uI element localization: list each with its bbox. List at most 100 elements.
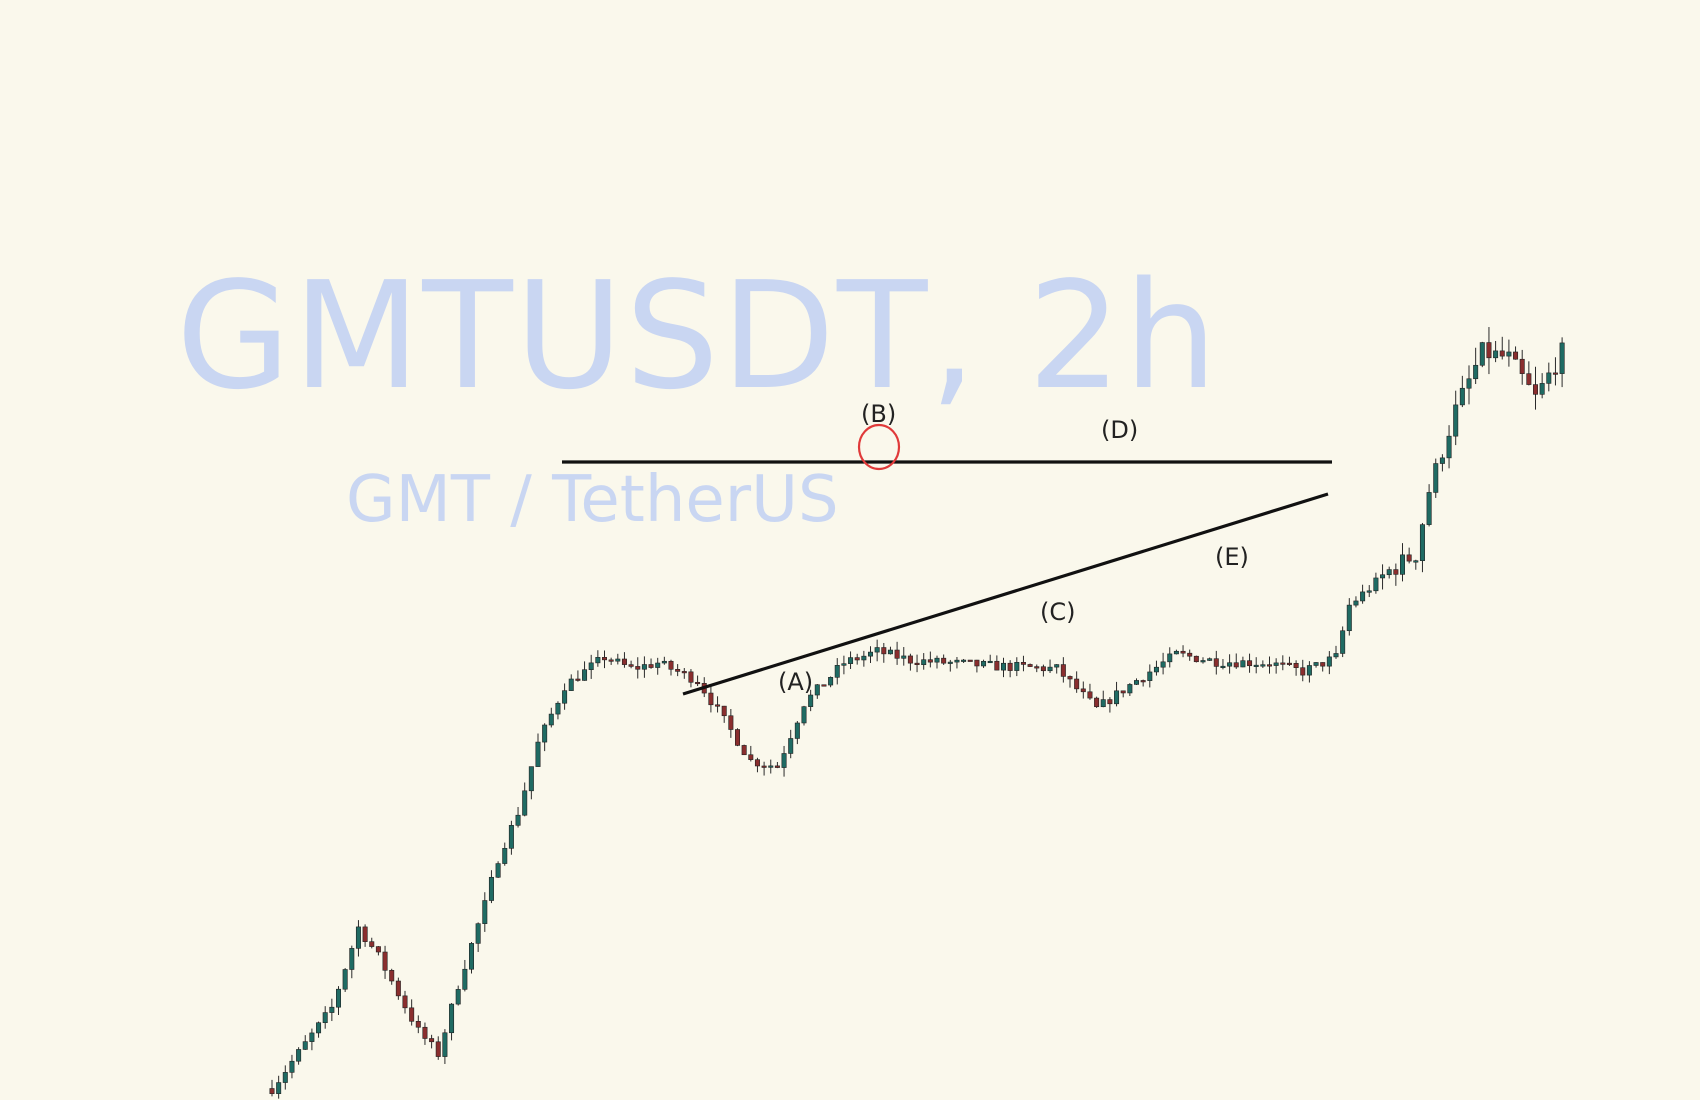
candle-body [655, 662, 661, 668]
candle-body [1054, 664, 1060, 668]
candle-body [429, 1038, 435, 1043]
candle-body [808, 694, 814, 707]
candle-body [322, 1012, 328, 1024]
wave-label-a: (A) [778, 668, 813, 696]
candle-body [1014, 662, 1020, 671]
candle-body [608, 659, 614, 662]
candle-body [1413, 560, 1419, 563]
candle-body [462, 968, 468, 990]
candle-body [1153, 666, 1159, 673]
candle-body [1453, 404, 1459, 437]
candle-body [435, 1041, 441, 1057]
candle-body [635, 666, 641, 670]
candle-body [329, 1006, 335, 1013]
candle-body [582, 669, 588, 681]
candle-body [316, 1022, 322, 1034]
candle-body [442, 1032, 448, 1057]
candle-body [794, 722, 800, 739]
candle-body [661, 660, 667, 664]
candle-body [1253, 664, 1259, 667]
candle-body [1439, 457, 1445, 464]
candle-body [335, 988, 341, 1008]
candle-body [1433, 463, 1439, 493]
candle-body [601, 657, 607, 661]
candle-body [715, 704, 721, 707]
candle-body [449, 1003, 455, 1034]
candle-body [1426, 492, 1432, 525]
candle-body [1320, 662, 1326, 667]
candle-body [1080, 688, 1086, 693]
candle-body [1293, 663, 1299, 669]
candle-body [375, 946, 381, 953]
candle-body [954, 659, 960, 663]
candle-body [688, 671, 694, 683]
candle-body [861, 655, 867, 661]
candle-body [562, 690, 568, 704]
candle-body [1173, 650, 1179, 655]
candle-body [1000, 662, 1006, 671]
candle-body [1386, 569, 1392, 576]
candle-body [382, 951, 388, 971]
candle-body [1506, 351, 1512, 357]
candle-body [1519, 358, 1525, 374]
candle-body [668, 660, 674, 670]
triangle-support-line[interactable] [682, 492, 1329, 696]
candle-body [1034, 666, 1040, 669]
candle-body [535, 741, 541, 767]
candle-body [395, 980, 401, 997]
candle-body [874, 647, 880, 653]
candle-body [1280, 662, 1286, 665]
candle-body [595, 657, 601, 664]
candle-body [1380, 574, 1386, 579]
candle-body [488, 876, 494, 901]
candle-body [961, 659, 967, 662]
candle-body [921, 659, 927, 666]
candles [269, 327, 1565, 1099]
candle-body [1247, 660, 1253, 667]
candle-body [1220, 665, 1226, 669]
candle-body [1546, 372, 1552, 384]
candle-body [801, 706, 807, 724]
candle-body [695, 681, 701, 685]
candle-body [641, 664, 647, 670]
candle-body [894, 649, 900, 659]
candle-body [1207, 658, 1213, 661]
candle-body [1486, 342, 1492, 359]
candle-body [1047, 666, 1053, 672]
candle-body [621, 658, 627, 665]
candle-body [1074, 678, 1080, 690]
candle-body [1479, 342, 1485, 366]
candle-body [1419, 524, 1425, 561]
candle-body [1326, 656, 1332, 667]
candle-body [1180, 650, 1186, 654]
candle-body [1107, 699, 1113, 705]
wave-label-c: (C) [1040, 598, 1075, 626]
candle-body [1526, 373, 1532, 385]
candle-body [914, 662, 920, 666]
candle-body [1040, 666, 1046, 672]
candle-body [522, 790, 528, 816]
candle-body [967, 659, 973, 662]
candle-body [1353, 600, 1359, 606]
candle-body [508, 825, 514, 849]
candle-body [648, 664, 654, 668]
candle-body [681, 671, 687, 674]
candle-body [675, 669, 681, 672]
candle-body [1120, 690, 1126, 694]
candle-body [734, 729, 740, 746]
candle-body [588, 662, 594, 670]
candle-body [748, 754, 754, 760]
candle-body [1134, 680, 1140, 685]
candle-body [1346, 604, 1352, 632]
candle-body [422, 1026, 428, 1039]
candle-body [1114, 690, 1120, 705]
candle-body [1499, 350, 1505, 357]
candle-body [276, 1082, 282, 1094]
candle-body [854, 657, 860, 661]
candle-body [515, 814, 521, 826]
candle-body [1260, 664, 1266, 667]
wave-b-highlight-circle [857, 423, 901, 471]
candle-body [495, 863, 501, 878]
candle-body [1193, 655, 1199, 663]
